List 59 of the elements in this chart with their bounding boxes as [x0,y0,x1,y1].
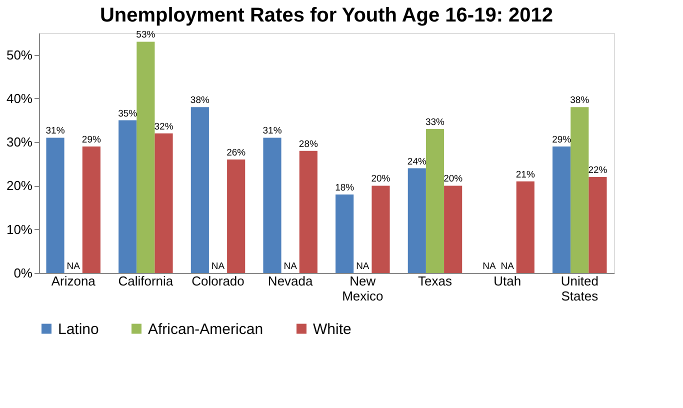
x-tick-label: Utah [494,274,522,288]
text: NA [482,261,496,272]
data-label: 53% [136,30,156,41]
bar [82,146,100,273]
data-label: 20% [444,174,464,185]
data-label: 22% [588,165,608,176]
data-label: 38% [570,95,590,106]
bar [516,181,534,273]
text: NA [284,261,297,272]
bar [46,138,64,273]
text: NA [211,261,225,272]
data-label: 26% [226,148,246,159]
data-label: 20% [371,174,391,185]
data-label: 33% [425,117,446,128]
bar [444,186,462,273]
bar [552,146,571,273]
bar [426,129,444,273]
legend-label: African-American [148,320,264,338]
data-label: 32% [154,121,174,132]
legend-label: White [313,320,352,338]
x-tick-label: Texas [418,274,452,288]
text: NA [66,261,80,272]
y-tick-label: 20% [6,178,33,194]
x-tick-label: California [118,274,174,288]
bar [263,138,282,273]
bar [154,133,173,273]
bar [227,160,246,273]
bar [190,107,209,273]
bar [408,168,426,273]
bar [118,120,137,273]
x-tick-label: Arizona [51,274,96,288]
data-label: 38% [190,95,210,106]
data-label: 18% [335,182,355,194]
data-label: 21% [516,169,536,180]
x-tick-label: Nevada [268,274,314,288]
y-tick-label: 50% [6,47,33,62]
bar [136,42,155,273]
data-label: 31% [46,126,66,137]
chart-title: Unemployment Rates for Youth Age 16-19: 2012 [100,4,554,27]
y-tick-label: 0% [14,266,33,280]
bar [570,107,589,273]
x-tick-label: New Mexico [342,274,384,304]
x-tick-label: United States [560,274,599,304]
text: NA [500,261,514,272]
data-label: 29% [82,134,102,146]
bar [336,194,354,273]
bar [372,186,390,273]
legend-label: Latino [58,320,99,338]
bar [588,177,607,273]
data-label: 31% [262,126,282,137]
y-tick-label: 30% [6,134,33,150]
text: NA [356,261,370,272]
bar [299,150,318,273]
y-tick-label: 40% [6,90,33,106]
x-tick-label: Colorado [192,274,244,288]
data-label: 28% [298,138,318,150]
data-label: 29% [552,134,572,146]
data-label: 35% [118,108,138,120]
y-tick-label: 10% [6,222,33,237]
